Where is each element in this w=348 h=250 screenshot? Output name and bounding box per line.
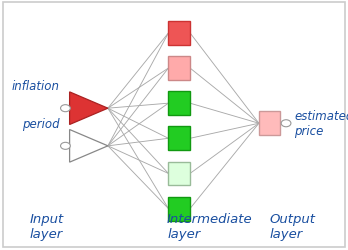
Circle shape — [281, 120, 291, 127]
Text: Output
layer: Output layer — [270, 212, 316, 240]
Text: Intermediate
layer: Intermediate layer — [167, 212, 253, 240]
Polygon shape — [70, 130, 108, 162]
FancyBboxPatch shape — [168, 197, 190, 220]
Polygon shape — [70, 92, 108, 125]
Circle shape — [61, 143, 70, 150]
Text: estimated
price: estimated price — [294, 110, 348, 138]
FancyBboxPatch shape — [168, 162, 190, 186]
FancyBboxPatch shape — [168, 92, 190, 116]
FancyBboxPatch shape — [168, 127, 190, 150]
Text: inflation: inflation — [11, 80, 59, 93]
FancyBboxPatch shape — [168, 57, 190, 80]
Circle shape — [61, 105, 70, 112]
FancyBboxPatch shape — [259, 112, 280, 136]
FancyBboxPatch shape — [3, 2, 345, 248]
Text: period: period — [22, 117, 59, 130]
Text: Input
layer: Input layer — [30, 212, 64, 240]
FancyBboxPatch shape — [168, 22, 190, 46]
